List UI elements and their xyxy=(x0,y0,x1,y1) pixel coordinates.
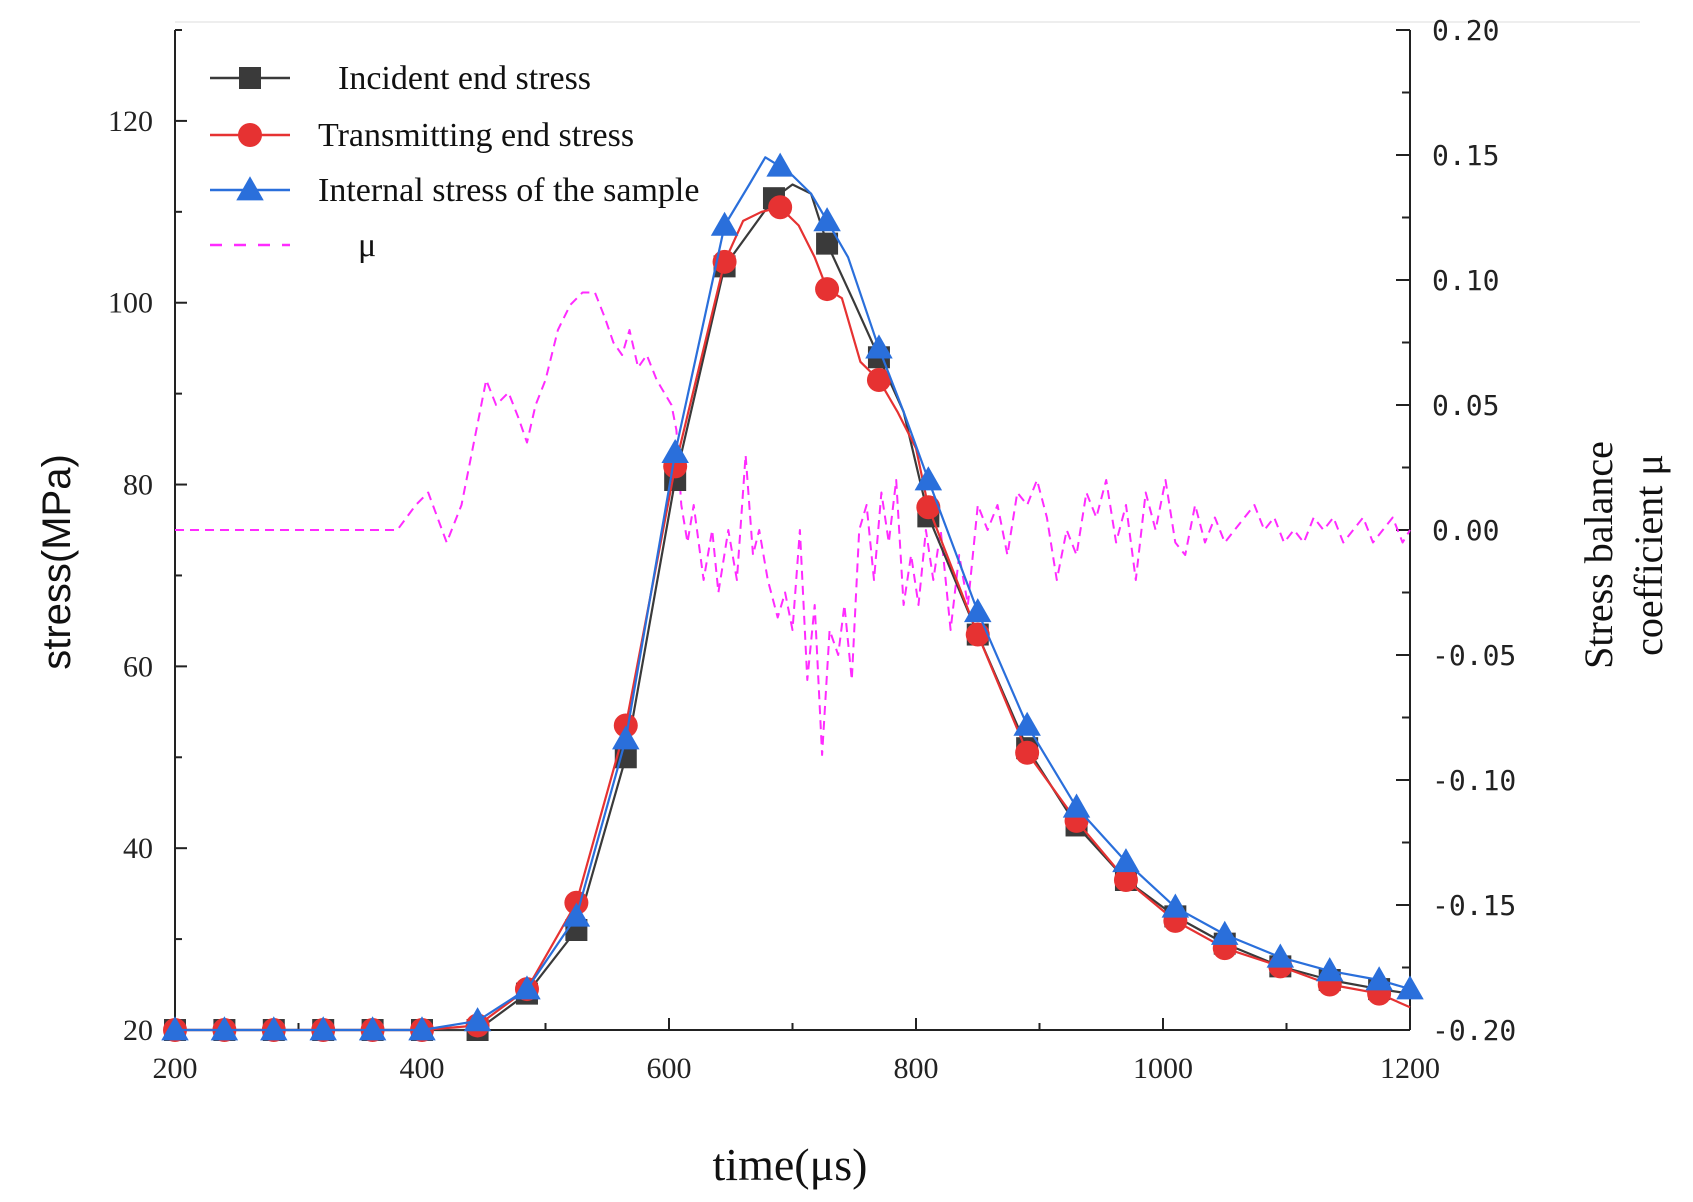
series-1-marker xyxy=(1015,740,1040,765)
x-tick-label: 600 xyxy=(647,1052,692,1085)
legend-label: Incident end stress xyxy=(338,60,591,97)
series-2-marker xyxy=(1062,793,1091,818)
x-tick-label: 800 xyxy=(894,1052,939,1085)
series-2-marker xyxy=(1112,848,1140,873)
series-2-marker xyxy=(1315,957,1344,982)
y-tick-label: 40 xyxy=(123,832,153,865)
series-2-marker xyxy=(612,725,640,750)
x-tick-label: 1200 xyxy=(1380,1052,1440,1085)
y2-tick-label: -0.15 xyxy=(1432,889,1516,922)
series-line-2 xyxy=(175,156,1411,1032)
series-2-marker xyxy=(766,152,794,177)
y-tick-label: 100 xyxy=(108,287,153,320)
series-1-marker xyxy=(768,195,793,220)
series-2-marker xyxy=(309,1016,337,1041)
x-tick-label: 1000 xyxy=(1133,1052,1193,1085)
series-2-marker xyxy=(358,1016,387,1041)
series-2-marker xyxy=(463,1007,492,1032)
y2-axis-title-line1: Stress balance xyxy=(1576,441,1621,669)
series-1-marker xyxy=(815,277,840,302)
series-2-marker xyxy=(964,598,992,623)
y2-tick-label: 0.15 xyxy=(1432,139,1499,172)
series-2-marker xyxy=(1396,975,1424,1000)
legend-swatch-marker xyxy=(239,67,261,89)
legend-label: Internal stress of the sample xyxy=(318,172,699,209)
y2-tick-label: 0.10 xyxy=(1432,264,1499,297)
y2-tick-label: -0.10 xyxy=(1432,764,1516,797)
series-0-marker xyxy=(816,232,839,255)
y-axis-title: stress(MPa) xyxy=(35,454,79,670)
legend-swatch-marker xyxy=(238,123,262,147)
x-tick-label: 400 xyxy=(400,1052,445,1085)
series-2-marker xyxy=(914,466,943,491)
series-2-marker xyxy=(1365,966,1393,991)
series-2-marker xyxy=(513,975,541,1000)
series-layer xyxy=(161,152,1424,1042)
legend-label: μ xyxy=(358,227,376,264)
series-2-marker xyxy=(1266,943,1295,968)
series-1-marker xyxy=(866,368,891,392)
series-2-marker xyxy=(710,211,739,236)
series-line-1 xyxy=(175,206,1411,1032)
series-2-marker xyxy=(865,334,893,359)
series-line-0 xyxy=(175,183,1411,1032)
y2-tick-label: -0.05 xyxy=(1432,639,1516,672)
y2-tick-label: 0.20 xyxy=(1432,14,1499,47)
series-2-marker xyxy=(1211,920,1239,945)
series-2-marker xyxy=(562,902,591,927)
series-2-marker xyxy=(210,1016,239,1041)
x-tick-label: 200 xyxy=(153,1052,198,1085)
legend: Incident end stress Transmitting end stre… xyxy=(210,60,699,264)
series-2-marker xyxy=(661,438,689,464)
y2-tick-label: -0.20 xyxy=(1432,1014,1516,1047)
legend-swatch-marker xyxy=(236,176,264,201)
series-2-marker xyxy=(161,1016,189,1041)
y2-tick-label: 0.05 xyxy=(1432,389,1499,422)
y-tick-label: 80 xyxy=(123,469,153,502)
y-tick-label: 120 xyxy=(108,105,153,138)
series-2-marker xyxy=(1161,893,1190,918)
series-line-3 xyxy=(175,291,1411,756)
series-2-marker xyxy=(1013,711,1041,736)
series-1-marker xyxy=(965,622,990,647)
tick-labels: 200 400 600 800 1000 1200 20 40 60 80 100 120 -0.20 -… xyxy=(108,14,1516,1085)
series-2-marker xyxy=(408,1016,436,1041)
x-axis-title: time(μs) xyxy=(713,1139,868,1190)
y-tick-label: 60 xyxy=(123,650,153,683)
y2-tick-label: 0.00 xyxy=(1432,514,1499,547)
y-tick-label: 20 xyxy=(123,1014,153,1047)
series-1-marker xyxy=(1113,868,1138,892)
legend-label: Transmitting end stress xyxy=(318,117,634,154)
y2-axis-title-line2: coefficient μ xyxy=(1626,454,1671,656)
series-1-marker xyxy=(916,495,941,520)
series-2-marker xyxy=(260,1016,288,1041)
series-2-marker xyxy=(813,207,841,232)
